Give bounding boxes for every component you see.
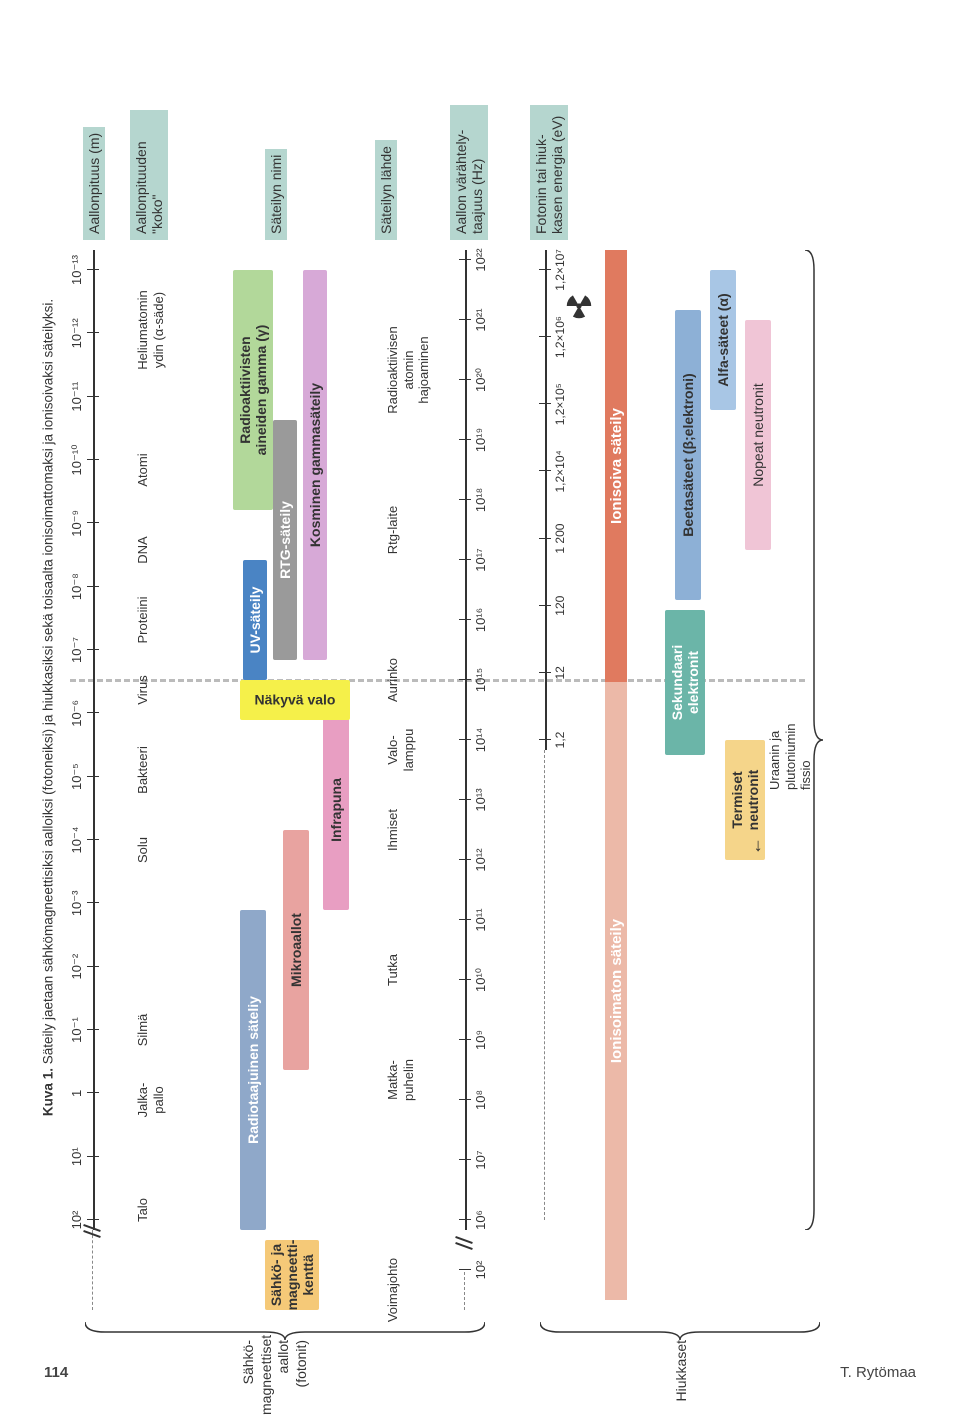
wavelength-tick: 10⁻⁸	[69, 573, 85, 600]
wavelength-tick: 10⁻¹	[69, 1017, 85, 1043]
frequency-tick: 10¹⁶	[473, 607, 488, 631]
radiation-band: Infrapuna	[323, 710, 349, 910]
frequency-tick: 10²²	[473, 248, 488, 271]
radiation-band: Kosminen gammasäteily	[303, 270, 327, 660]
wavelength-tick: 10¹	[69, 1147, 84, 1166]
size-label: Bakteeri	[135, 746, 151, 794]
frequency-tick: 10²⁰	[473, 367, 489, 391]
wavelength-tick: 10⁻¹²	[69, 318, 85, 348]
frequency-tick: 10⁸	[473, 1090, 488, 1110]
frequency-tick: 10⁶	[473, 1210, 488, 1230]
page-footer: 114 T. Rytömaa	[44, 1364, 916, 1381]
size-label: Atomi	[135, 453, 151, 486]
size-label: DNA	[135, 536, 151, 563]
size-label: Virus	[135, 675, 151, 704]
size-label: Heliumatomin ydin (α-säde)	[135, 290, 166, 369]
energy-axis	[545, 250, 547, 750]
bottom-brace	[805, 250, 823, 1230]
particle-band: Sekundaari elektronit	[665, 610, 705, 755]
frequency-tick: 10¹⁰	[473, 967, 489, 991]
radiation-band: Radioaktiivisten aineiden gamma (γ)	[233, 270, 273, 510]
size-label: Talo	[135, 1198, 151, 1222]
page-number: 114	[44, 1364, 68, 1381]
radiation-band: Mikroaallot	[283, 830, 309, 1070]
frequency-tick: 10¹¹	[473, 908, 488, 931]
particle-band: Alfa-säteet (α)	[710, 270, 736, 410]
energy-tick: 1,2	[553, 731, 567, 748]
fission-arrow: ←	[745, 837, 766, 855]
source-label: Aurinko	[385, 657, 401, 701]
ionizing-bar: Ionisoiva säteily	[605, 250, 627, 682]
source-label: Voimajohto	[385, 1257, 401, 1321]
frequency-tick: 10¹⁹	[473, 427, 488, 451]
frequency-tick: 10¹²	[473, 848, 488, 871]
frequency-tick: 10¹⁵	[473, 667, 488, 691]
wavelength-tick: 10⁻⁷	[69, 636, 85, 662]
wavelength-tick: 10⁻¹⁰	[69, 444, 85, 475]
row-label-wavelength: Aallonpituus (m)	[83, 126, 105, 239]
energy-tick: 1 200	[553, 523, 567, 553]
source-label: Rtg-laite	[385, 505, 401, 553]
radiation-band: Sähkö- ja magneetti- kenttä	[265, 1240, 319, 1310]
wavelength-tick: 10⁻⁵	[69, 763, 85, 790]
author: T. Rytömaa	[840, 1364, 916, 1381]
radiation-band: Näkyvä valo	[240, 680, 350, 720]
wavelength-tick: 10⁻⁹	[69, 509, 85, 536]
source-label: Tutka	[385, 953, 401, 985]
frequency-tick: 10⁷	[473, 1150, 488, 1169]
wavelength-tick: 1	[69, 1089, 84, 1096]
frequency-tick: 10⁹	[473, 1029, 488, 1049]
source-label: Radioaktiivisen atomin hajoaminen	[385, 326, 432, 413]
radiation-band: UV-säteily	[243, 560, 267, 680]
size-label: Silmä	[135, 1013, 151, 1046]
frequency-tick: 10¹⁴	[473, 727, 488, 751]
wavelength-tick: 10⁻⁴	[69, 826, 85, 853]
radiation-band: RTG-säteily	[273, 420, 297, 660]
particles-brace	[540, 1320, 820, 1340]
frequency-tick: 10¹³	[473, 788, 488, 811]
row-label-frequency: Aallon värähtely- taajuus (Hz)	[450, 105, 488, 240]
wavelength-tick: 10⁻³	[69, 890, 85, 916]
wavelength-tick: 10⁻²	[69, 953, 85, 979]
wavelength-tick: 10²	[69, 1210, 84, 1229]
frequency-tick: 10¹⁷	[473, 548, 488, 572]
row-label-name: Säteilyn nimi	[265, 148, 287, 239]
size-label: Proteiini	[135, 596, 151, 643]
row-label-energy: Fotonin tai hiuk- kasen energia (eV)	[530, 105, 568, 240]
source-label: Matka- puhelin	[385, 1059, 416, 1101]
wavelength-tick: 10⁻¹³	[69, 255, 85, 285]
size-label: Solu	[135, 836, 151, 862]
energy-tick: 12	[553, 666, 567, 679]
energy-tick: 1,2×10⁷	[553, 249, 567, 290]
frequency-tick: 10²¹	[473, 308, 488, 331]
source-label: Ihmiset	[385, 809, 401, 851]
wavelength-tick: 10⁻¹¹	[69, 381, 85, 411]
energy-tick: 1,2×10⁴	[553, 450, 567, 492]
energy-tick: 120	[553, 595, 567, 615]
frequency-tick: 10²	[473, 1260, 488, 1279]
non-ionizing-bar: Ionisoimaton säteily	[605, 682, 627, 1300]
radiation-icon	[565, 292, 593, 320]
source-label: Valo- lamppu	[385, 728, 416, 771]
spectrum-diagram: 10² 10¹ 1 10⁻¹ 10⁻² 10⁻³ 10⁻⁴ 10⁻⁵ 10⁻⁶ 10⁻⁷ 10⁻⁸ 1…	[65, 70, 895, 1330]
wavelength-tick: 10⁻⁶	[69, 700, 85, 727]
energy-tick: 1,2×10⁵	[553, 383, 567, 425]
row-label-source: Säteilyn lähde	[375, 140, 397, 240]
figure-caption: Kuva 1. Säteily jaetaan sähkömagneettisi…	[41, 299, 56, 1116]
frequency-tick: 10¹⁸	[473, 487, 488, 511]
em-brace	[85, 1320, 485, 1340]
particle-band: Nopeat neutronit	[745, 320, 771, 550]
radiation-band: Radiotaajuinen säteliy	[240, 910, 266, 1230]
energy-tick: 1,2×10⁶	[553, 316, 567, 358]
particle-band: Beetasäteet (β;elektroni)	[675, 310, 701, 600]
size-label: Jalka- pallo	[135, 1082, 166, 1117]
row-label-size: Aallonpituuden "koko"	[130, 110, 168, 240]
